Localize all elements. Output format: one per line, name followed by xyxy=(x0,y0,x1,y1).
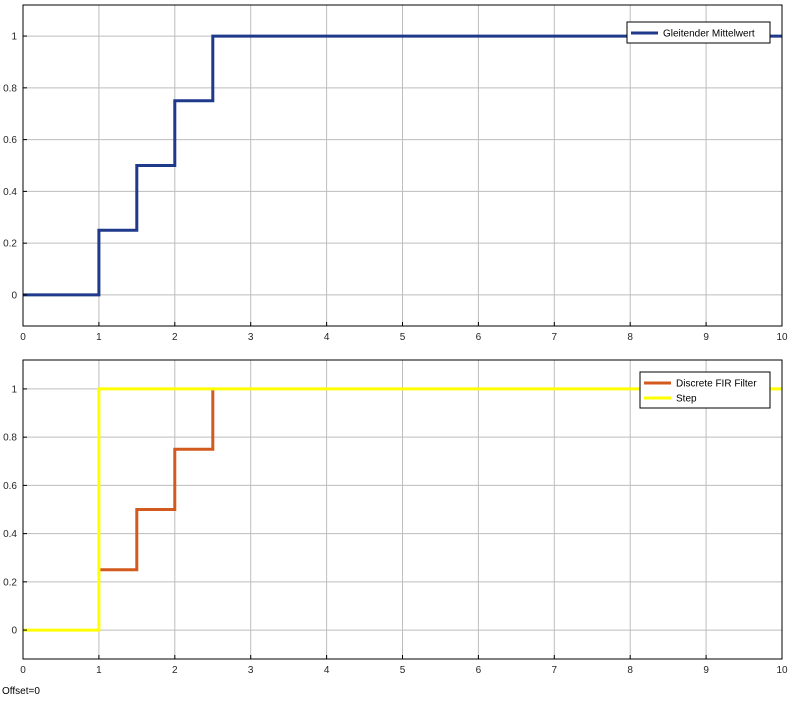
y-tick-label: 0 xyxy=(11,290,17,301)
x-tick-label: 2 xyxy=(172,332,178,343)
x-tick-label: 8 xyxy=(627,665,633,676)
x-tick-label: 2 xyxy=(172,665,178,676)
x-tick-label: 0 xyxy=(20,332,26,343)
x-tick-label: 8 xyxy=(627,332,633,343)
x-tick-label: 5 xyxy=(400,665,406,676)
legend-box xyxy=(626,21,771,44)
series-line-0 xyxy=(23,34,782,297)
y-tick-label: 0 xyxy=(11,626,17,637)
x-tick-label: 5 xyxy=(400,332,406,343)
y-tick-label: 0.4 xyxy=(3,529,17,540)
x-tick-label: 4 xyxy=(324,665,330,676)
x-tick-label: 7 xyxy=(552,665,558,676)
x-tick-label: 7 xyxy=(552,332,558,343)
series-line-1 xyxy=(23,387,782,632)
y-tick-label: 0.8 xyxy=(3,433,17,444)
x-tick-label: 10 xyxy=(776,665,788,676)
offset-status: Offset=0 xyxy=(2,686,40,697)
y-tick-label: 0.2 xyxy=(3,577,17,588)
x-tick-label: 6 xyxy=(476,332,482,343)
x-tick-label: 6 xyxy=(476,665,482,676)
legend-box xyxy=(639,371,771,409)
x-tick-label: 10 xyxy=(776,332,788,343)
x-tick-label: 4 xyxy=(324,332,330,343)
y-tick-label: 0.8 xyxy=(3,83,17,94)
legend-label-0: Discrete FIR Filter xyxy=(676,379,757,390)
plot-bottom[interactable]: 0 1 2 3 4 5 6 7 8 9 10 0 0.2 0.4 0.6 0.8 1 Discrete FIR F… xyxy=(3,359,788,676)
y-tick-label: 0.2 xyxy=(3,239,17,250)
x-tick-label: 0 xyxy=(20,665,26,676)
x-tick-label: 1 xyxy=(96,665,102,676)
legend[interactable]: Discrete FIR Filter Step xyxy=(639,371,771,409)
y-tick-label: 0.6 xyxy=(3,481,17,492)
plot-top[interactable]: 0 1 2 3 4 5 6 7 8 9 10 0 0.2 0.4 0.6 0.8 1 Gleitender Mit… xyxy=(3,4,788,343)
x-tick-label: 9 xyxy=(703,332,709,343)
y-tick-label: 0.4 xyxy=(3,187,17,198)
legend-label-1: Step xyxy=(676,394,697,405)
y-tick-label: 1 xyxy=(11,32,17,43)
y-tick-label: 0.6 xyxy=(3,135,17,146)
legend-label-0: Gleitender Mittelwert xyxy=(663,29,755,40)
x-tick-label: 3 xyxy=(248,332,254,343)
x-tick-label: 1 xyxy=(96,332,102,343)
x-tick-label: 9 xyxy=(703,665,709,676)
y-tick-label: 1 xyxy=(11,384,17,395)
x-tick-label: 3 xyxy=(248,665,254,676)
series-line-0 xyxy=(98,388,215,572)
legend[interactable]: Gleitender Mittelwert xyxy=(626,21,771,44)
